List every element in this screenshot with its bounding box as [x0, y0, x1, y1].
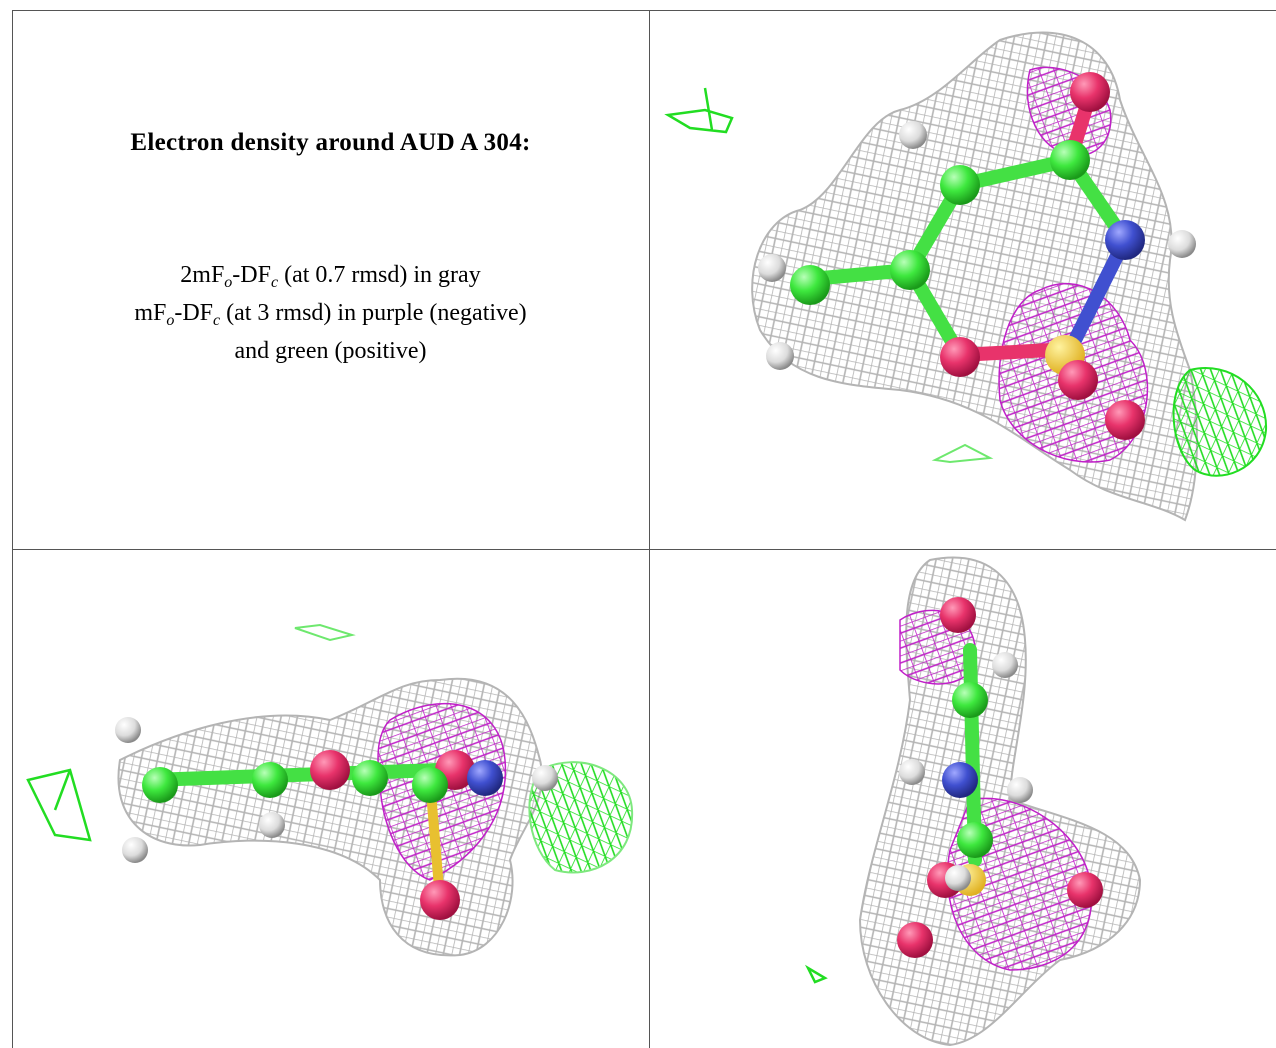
text: and green (positive): [235, 338, 427, 364]
density-view-top: [668, 33, 1266, 521]
text: -DF: [174, 300, 213, 326]
subscript: c: [271, 274, 278, 291]
page: {"figure": { "title": "Electron density …: [0, 0, 1276, 1048]
text: -DF: [232, 262, 271, 288]
text: (at 0.7 rmsd) in gray: [278, 262, 481, 288]
density-view-end: [808, 558, 1140, 1045]
figure-title: Electron density around AUD A 304:: [13, 129, 648, 157]
description-line: 2mFo-DFc (at 0.7 rmsd) in gray: [13, 256, 648, 294]
description: 2mFo-DFc (at 0.7 rmsd) in gray mFo-DFc (…: [13, 256, 648, 370]
description-line: and green (positive): [13, 332, 648, 370]
figure-table: [0, 0, 1276, 1048]
text: 2mF: [180, 262, 224, 288]
text: mF: [134, 300, 166, 326]
density-view-side: [28, 625, 632, 955]
text: (at 3 rmsd) in purple (negative): [220, 300, 527, 326]
description-line: mFo-DFc (at 3 rmsd) in purple (negative): [13, 294, 648, 332]
